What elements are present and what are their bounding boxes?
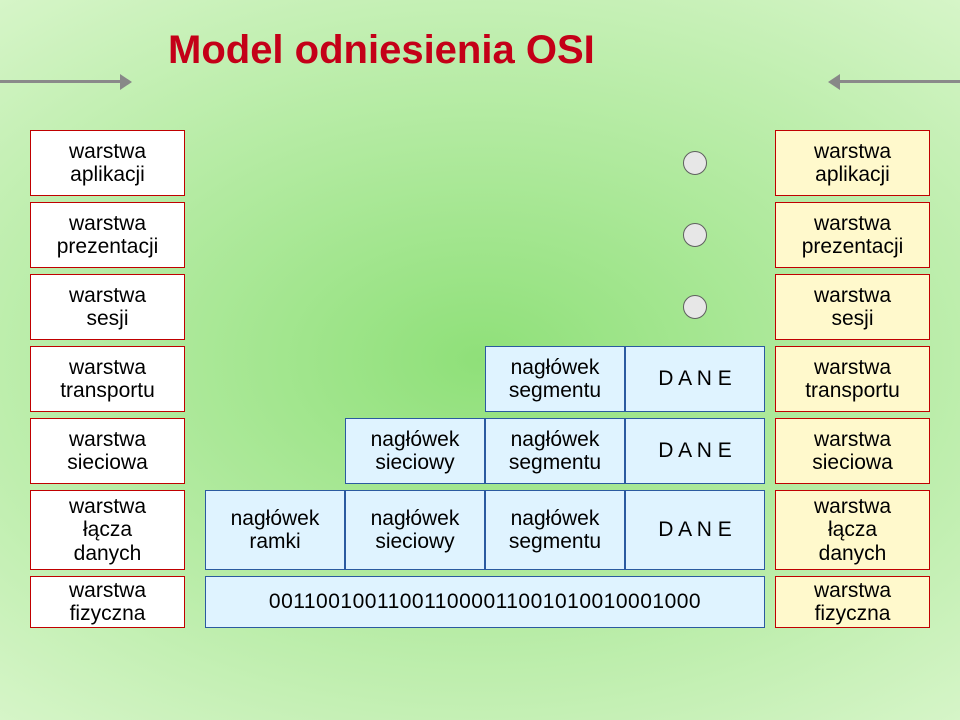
circle-icon — [683, 151, 707, 175]
left-layer-row-0: warstwaaplikacji — [30, 130, 185, 196]
pdu-circle-2 — [625, 274, 765, 340]
diagram-title: Model odniesienia OSI — [168, 28, 595, 73]
segment-header-r5: nagłóweksegmentu — [485, 490, 625, 570]
decor-arrow — [120, 74, 132, 90]
circle-icon — [683, 223, 707, 247]
data-r5: D A N E — [625, 490, 765, 570]
left-layer-row-2: warstwasesji — [30, 274, 185, 340]
right-layer-row-1: warstwaprezentacji — [775, 202, 930, 268]
segment-header-r4: nagłóweksegmentu — [485, 418, 625, 484]
segment-header-r3: nagłóweksegmentu — [485, 346, 625, 412]
circle-icon — [683, 295, 707, 319]
right-layer-row-2: warstwasesji — [775, 274, 930, 340]
pdu-circle-1 — [625, 202, 765, 268]
right-layer-row-5: warstwałączadanych — [775, 490, 930, 570]
diagram-stage: Model odniesienia OSIwarstwaaplikacjiwar… — [0, 0, 960, 720]
pdu-circle-0 — [625, 130, 765, 196]
data-r3: D A N E — [625, 346, 765, 412]
left-layer-row-4: warstwasieciowa — [30, 418, 185, 484]
right-layer-row-6: warstwafizyczna — [775, 576, 930, 628]
decor-bar — [0, 80, 120, 83]
left-layer-row-6: warstwafizyczna — [30, 576, 185, 628]
network-header-r4: nagłóweksieciowy — [345, 418, 485, 484]
left-layer-row-3: warstwatransportu — [30, 346, 185, 412]
left-layer-row-5: warstwałączadanych — [30, 490, 185, 570]
bitstream: 001100100110011000011001010010001000 — [205, 576, 765, 628]
decor-bar — [840, 80, 960, 83]
right-layer-row-0: warstwaaplikacji — [775, 130, 930, 196]
data-r4: D A N E — [625, 418, 765, 484]
left-layer-row-1: warstwaprezentacji — [30, 202, 185, 268]
network-header-r5: nagłóweksieciowy — [345, 490, 485, 570]
frame-header-r5: nagłówekramki — [205, 490, 345, 570]
right-layer-row-3: warstwatransportu — [775, 346, 930, 412]
decor-arrow — [828, 74, 840, 90]
right-layer-row-4: warstwasieciowa — [775, 418, 930, 484]
